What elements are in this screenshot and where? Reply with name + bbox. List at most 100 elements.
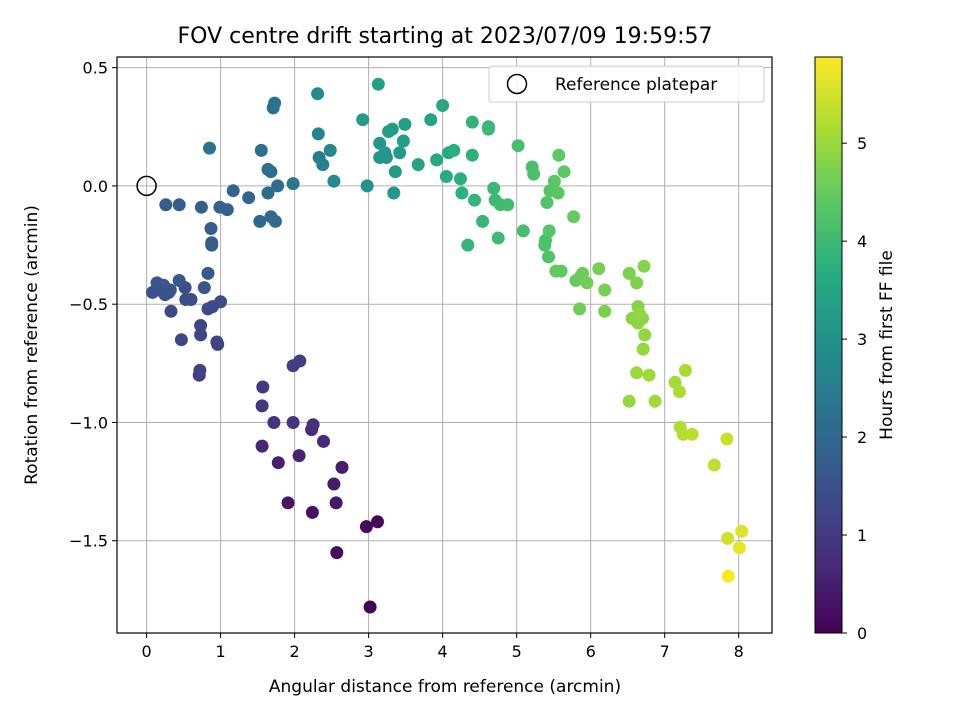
data-point [557,165,571,179]
data-point [255,399,269,413]
data-point [292,449,306,463]
data-point [256,380,270,394]
data-point [516,224,530,238]
data-point [329,496,343,510]
data-point [622,266,636,280]
data-point [720,432,734,446]
data-point [465,148,479,162]
data-point [598,304,612,318]
data-point [540,196,554,209]
data-point [538,238,552,252]
colorbar-tick-label: 1 [857,526,867,545]
chart-title: FOV centre drift starting at 2023/07/09 … [178,24,713,49]
x-tick-label: 1 [216,642,226,661]
colorbar-tick-label: 3 [857,330,867,349]
data-point [363,600,377,614]
data-point [164,304,178,318]
colorbar-tick-label: 2 [857,428,867,447]
data-point [371,515,384,529]
colorbar-tick-label: 5 [857,134,867,153]
data-point [359,520,373,534]
data-point [430,153,444,167]
data-point [549,264,563,278]
x-tick-label: 0 [142,642,152,661]
data-point [194,328,208,342]
data-point [261,186,275,200]
colorbar-label: Hours from first FF file [877,250,897,440]
reference-platepar-marker [136,175,157,197]
x-tick-label: 3 [364,642,374,661]
data-point [194,319,208,332]
reference-marker [136,175,157,197]
data-point [242,191,256,205]
data-point [335,460,349,474]
x-axis-label: Angular distance from reference (arcmin) [269,677,621,697]
data-point [267,416,281,429]
data-point [491,231,505,245]
data-point [194,200,208,214]
data-point [197,281,211,295]
plot-frame [116,56,773,634]
data-point [630,366,644,380]
data-point [551,186,565,200]
x-tick-label: 6 [586,642,596,661]
data-point [387,186,401,200]
data-point [255,439,269,453]
data-point [465,115,479,129]
data-point [220,203,234,217]
x-tick-label: 5 [512,642,522,661]
data-point [159,198,173,212]
data-point [398,117,412,131]
data-point [678,363,692,377]
data-point [721,569,735,583]
data-point [330,546,344,560]
x-axis-ticks: 0 1 2 3 4 5 6 7 8 [142,633,744,661]
legend-label-reference-platepar: Reference platepar [555,75,717,95]
data-point [648,394,662,408]
data-point [388,165,402,179]
data-point [327,174,341,188]
data-point [396,134,410,148]
colorbar-ticks: 0 1 2 3 4 5 [842,134,867,643]
data-point [511,139,525,153]
data-point [193,363,207,377]
colorbar [814,56,843,634]
data-point [707,458,721,472]
data-point [732,541,746,555]
data-point [447,143,461,157]
y-tick-label: −1.5 [69,532,108,551]
data-point [268,96,282,110]
data-point [360,179,374,193]
data-point [527,167,541,181]
data-point [281,496,295,510]
data-point [271,456,285,470]
data-point [378,146,392,160]
data-point [685,427,699,441]
data-point [580,276,594,290]
colorbar-tick-label: 4 [857,232,867,251]
data-point [468,193,481,207]
data-point [636,342,650,356]
data-point [184,293,198,306]
data-point [205,236,219,250]
data-point [573,302,587,316]
x-tick-label: 4 [438,642,448,661]
data-points [146,77,749,614]
y-tick-label: −1.0 [69,413,108,432]
x-tick-label: 2 [290,642,300,661]
data-point [214,295,228,309]
data-point [487,181,501,195]
data-point [385,122,399,136]
data-point [622,394,636,408]
x-tick-label: 8 [734,642,744,661]
y-tick-label: −0.5 [69,295,108,314]
data-point [286,416,300,429]
data-point [592,262,606,276]
data-point [633,307,646,321]
data-point [598,283,612,297]
data-point [305,505,319,519]
data-point [547,174,561,188]
data-point [673,385,686,399]
